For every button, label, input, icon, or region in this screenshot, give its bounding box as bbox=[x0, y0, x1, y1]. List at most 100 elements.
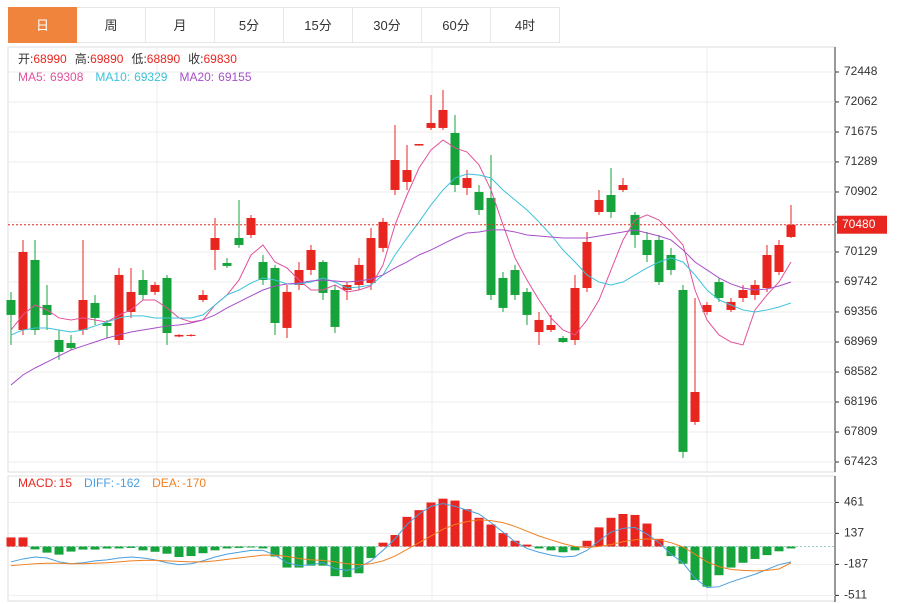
candle-body bbox=[402, 170, 412, 182]
y-tick-label: 69742 bbox=[844, 274, 878, 288]
tab[interactable]: 周 bbox=[77, 7, 146, 43]
candle-body bbox=[390, 160, 400, 190]
legend-label: MA5: bbox=[18, 70, 46, 84]
legend-label: DIFF: bbox=[84, 476, 114, 490]
candle-body bbox=[282, 291, 292, 328]
candle-body bbox=[486, 197, 496, 295]
y-tick-label: 69356 bbox=[844, 304, 878, 318]
candle-body bbox=[414, 144, 424, 146]
macd-bar bbox=[102, 546, 112, 549]
macd-bar bbox=[258, 546, 268, 549]
info-value: 68890 bbox=[147, 52, 181, 66]
macd-bar bbox=[666, 546, 676, 557]
tab[interactable]: 5分 bbox=[215, 7, 284, 43]
macd-bar bbox=[270, 546, 280, 557]
candle-body bbox=[642, 239, 652, 255]
candle-body bbox=[114, 274, 124, 340]
tab[interactable]: 30分 bbox=[353, 7, 422, 43]
candle-body bbox=[678, 290, 688, 452]
candle-body bbox=[438, 109, 448, 128]
y-tick-label: 71675 bbox=[844, 124, 878, 138]
macd-bar bbox=[246, 546, 256, 548]
macd-line bbox=[10, 502, 792, 589]
candle-body bbox=[330, 290, 340, 327]
y-tick-label: 71289 bbox=[844, 154, 878, 168]
macd-bar bbox=[78, 546, 88, 550]
macd-bar bbox=[774, 546, 784, 552]
macd-bar bbox=[450, 500, 460, 547]
legend-value: 69308 bbox=[50, 70, 84, 84]
macd-bar bbox=[354, 546, 364, 574]
info-label: 开: bbox=[18, 52, 33, 66]
y-tick-label: -187 bbox=[844, 557, 868, 571]
macd-bar bbox=[150, 546, 160, 552]
macd-bar bbox=[126, 546, 136, 548]
y-tick-label: 67809 bbox=[844, 424, 878, 438]
info-value: 68990 bbox=[33, 52, 67, 66]
candle-body bbox=[666, 254, 676, 270]
macd-bar bbox=[486, 524, 496, 547]
info-value: 69890 bbox=[90, 52, 124, 66]
candle-body bbox=[570, 287, 580, 340]
macd-bar bbox=[462, 509, 472, 547]
y-tick-label: 72062 bbox=[844, 94, 878, 108]
y-tick-label: -511 bbox=[844, 588, 867, 602]
legend-label: MA10: bbox=[95, 70, 130, 84]
legend-value: 15 bbox=[59, 476, 73, 490]
tab[interactable]: 月 bbox=[146, 7, 215, 43]
macd-bar bbox=[690, 546, 700, 580]
tab[interactable]: 60分 bbox=[422, 7, 491, 43]
candle-body bbox=[6, 300, 16, 315]
legend-label: MACD: bbox=[18, 476, 57, 490]
candle-body bbox=[702, 304, 712, 312]
y-tick-label: 68582 bbox=[844, 364, 878, 378]
candle-body bbox=[618, 184, 628, 190]
candle-body bbox=[246, 217, 256, 235]
macd-bar bbox=[222, 546, 232, 549]
macd-bar bbox=[474, 517, 484, 547]
y-tick-label: 461 bbox=[844, 495, 864, 509]
tab[interactable]: 4时 bbox=[491, 7, 560, 43]
tab-bar: 日周月 5分 15分 30分 60分 4时 bbox=[8, 7, 560, 43]
candle-body bbox=[534, 319, 544, 332]
candle-body bbox=[78, 300, 88, 330]
candle-body bbox=[306, 249, 316, 270]
candle-body bbox=[426, 122, 436, 128]
candle-body bbox=[714, 282, 724, 298]
candle-body bbox=[582, 241, 592, 288]
macd-bar bbox=[6, 537, 16, 547]
candle-body bbox=[498, 277, 508, 308]
tab[interactable]: 15分 bbox=[284, 7, 353, 43]
tab[interactable]: 日 bbox=[8, 7, 77, 43]
macd-bar bbox=[630, 514, 640, 547]
candle-body bbox=[102, 322, 112, 326]
macd-bar bbox=[762, 546, 772, 556]
candle-body bbox=[786, 224, 796, 237]
macd-bar bbox=[426, 502, 436, 547]
macd-bar bbox=[390, 535, 400, 547]
macd-bar bbox=[162, 546, 172, 554]
candle-body bbox=[654, 239, 664, 283]
ma-line bbox=[10, 229, 792, 386]
panel-border bbox=[7, 46, 836, 473]
macd-bar bbox=[618, 513, 628, 547]
y-tick-label: 67423 bbox=[844, 454, 878, 468]
info-label: 收: bbox=[188, 52, 203, 66]
candle-body bbox=[198, 294, 208, 301]
macd-bar bbox=[198, 546, 208, 554]
macd-bar bbox=[702, 546, 712, 587]
candle-body bbox=[138, 279, 148, 295]
ma-legend: MA5: 69308 MA10: 69329 MA20: 69155 bbox=[18, 70, 252, 84]
legend-label: DEA: bbox=[152, 476, 180, 490]
macd-bar bbox=[678, 546, 688, 564]
candle-body bbox=[522, 291, 532, 315]
macd-bar bbox=[54, 546, 64, 555]
macd-bar bbox=[342, 546, 352, 578]
candle-body bbox=[738, 290, 748, 298]
ma-line bbox=[10, 173, 792, 336]
macd-bar bbox=[318, 546, 328, 566]
macd-bar bbox=[366, 546, 376, 558]
last-price-label: 70480 bbox=[842, 217, 876, 231]
macd-bar bbox=[90, 546, 100, 550]
